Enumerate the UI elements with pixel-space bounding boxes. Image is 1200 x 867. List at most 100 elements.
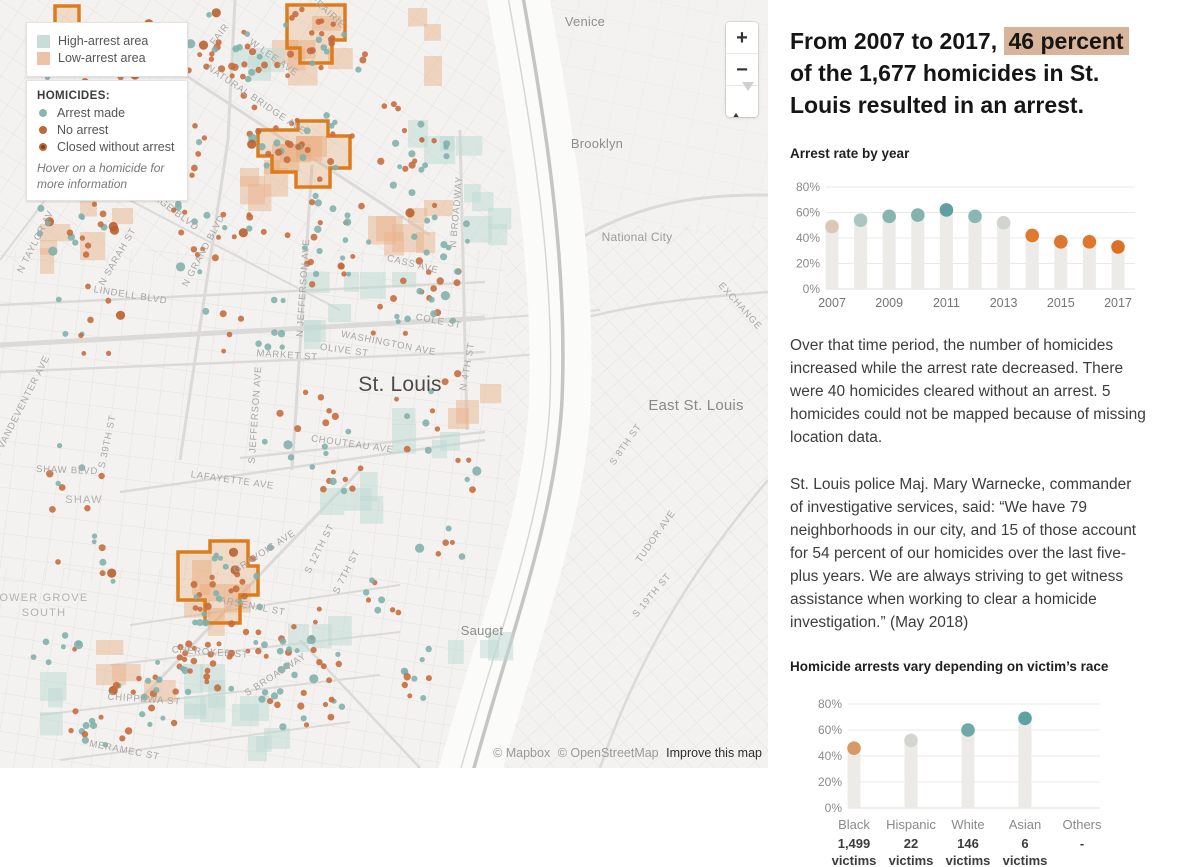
homicide-dot[interactable] (237, 599, 243, 605)
homicide-dot[interactable] (283, 662, 290, 670)
homicide-dot[interactable] (279, 344, 285, 350)
homicide-dot[interactable] (323, 112, 330, 119)
homicide-dot[interactable] (317, 394, 325, 401)
homicide-dot[interactable] (389, 607, 396, 613)
homicide-dot[interactable] (97, 221, 104, 228)
mapbox-link[interactable]: © Mapbox (493, 746, 551, 760)
homicide-dot[interactable] (344, 212, 351, 219)
homicide-dot[interactable] (306, 47, 314, 55)
homicide-dot[interactable] (340, 255, 346, 261)
homicide-dot[interactable] (322, 701, 329, 708)
homicide-dot[interactable] (215, 595, 223, 602)
homicide-dot[interactable] (46, 470, 54, 478)
homicide-dot[interactable] (270, 296, 278, 304)
homicide-dot[interactable] (240, 92, 248, 99)
homicide-dot[interactable] (213, 590, 220, 597)
homicide-dot[interactable] (255, 629, 262, 636)
homicide-dot[interactable] (323, 450, 329, 457)
homicide-dot[interactable] (265, 150, 272, 157)
highlighted-neighborhood[interactable] (285, 3, 347, 65)
homicide-dot[interactable] (432, 202, 438, 208)
homicide-dot[interactable] (321, 443, 328, 450)
homicide-dot[interactable] (244, 31, 251, 37)
data-point[interactable] (882, 209, 896, 224)
homicide-dot[interactable] (219, 310, 227, 318)
homicide-dot[interactable] (424, 217, 431, 224)
homicide-dot[interactable] (326, 677, 333, 684)
homicide-dot[interactable] (91, 533, 98, 539)
homicide-dot[interactable] (310, 646, 317, 654)
homicide-dot[interactable] (136, 675, 142, 682)
homicide-dot[interactable] (209, 574, 215, 580)
homicide-dot[interactable] (466, 457, 472, 463)
homicide-dot[interactable] (401, 127, 408, 134)
homicide-dot[interactable] (148, 704, 156, 712)
homicide-dot[interactable] (274, 148, 283, 156)
homicide-dot[interactable] (110, 578, 116, 584)
homicide-dot[interactable] (228, 547, 239, 557)
homicide-dot[interactable] (317, 176, 323, 182)
homicide-dot[interactable] (153, 687, 160, 694)
homicide-dot[interactable] (464, 476, 470, 483)
homicide-dot[interactable] (408, 150, 416, 158)
homicide-dot[interactable] (48, 246, 58, 256)
homicide-dot[interactable] (176, 262, 186, 272)
homicide-dot[interactable] (258, 143, 266, 151)
homicide-dot[interactable] (160, 715, 166, 721)
homicide-dot[interactable] (175, 200, 182, 208)
homicide-dot[interactable] (341, 271, 347, 277)
homicide-dot[interactable] (191, 164, 198, 172)
homicide-dot[interactable] (58, 484, 66, 491)
homicide-dot[interactable] (248, 48, 257, 56)
homicide-dot[interactable] (204, 679, 210, 685)
homicide-dot[interactable] (342, 237, 349, 243)
homicide-dot[interactable] (251, 104, 258, 111)
homicide-dot[interactable] (283, 440, 293, 450)
homicide-dot[interactable] (263, 653, 269, 659)
homicide-dot[interactable] (112, 681, 120, 690)
homicide-dot[interactable] (204, 602, 212, 611)
zoom-out-button[interactable]: − (726, 54, 758, 85)
homicide-dot[interactable] (314, 199, 322, 207)
homicide-dot[interactable] (81, 736, 89, 744)
homicide-dot[interactable] (240, 73, 246, 80)
homicide-dot[interactable] (329, 477, 337, 486)
homicide-dot[interactable] (76, 640, 82, 646)
homicide-dot[interactable] (316, 606, 322, 612)
homicide-dot[interactable] (320, 44, 328, 51)
homicide-dot[interactable] (274, 701, 281, 709)
homicide-dot[interactable] (211, 46, 218, 53)
homicide-dot[interactable] (295, 143, 302, 150)
homicide-dot[interactable] (320, 485, 327, 493)
homicide-dot[interactable] (411, 675, 418, 682)
homicide-dot[interactable] (241, 593, 248, 600)
homicide-dot[interactable] (241, 61, 248, 68)
homicide-dot[interactable] (284, 140, 291, 146)
homicide-dot[interactable] (192, 605, 199, 611)
homicide-dot[interactable] (85, 242, 92, 249)
homicide-dot[interactable] (454, 268, 461, 275)
homicide-dot[interactable] (403, 445, 411, 453)
homicide-dot[interactable] (228, 588, 234, 594)
homicide-dot[interactable] (287, 454, 295, 461)
homicide-dot[interactable] (294, 117, 300, 123)
homicide-dot[interactable] (204, 641, 211, 648)
improve-map-link[interactable]: Improve this map (666, 746, 762, 760)
homicide-dot[interactable] (443, 153, 450, 160)
homicide-dot[interactable] (313, 619, 318, 625)
homicide-dot[interactable] (184, 688, 192, 696)
homicide-dot[interactable] (408, 189, 416, 197)
homicide-dot[interactable] (195, 151, 202, 157)
homicide-dot[interactable] (190, 657, 198, 665)
homicide-dot[interactable] (253, 640, 259, 645)
homicide-dot[interactable] (412, 158, 418, 164)
homicide-dot[interactable] (37, 204, 45, 212)
homicide-dot[interactable] (247, 139, 257, 149)
homicide-dot[interactable] (78, 332, 84, 339)
homicide-dot[interactable] (284, 232, 291, 239)
homicide-dot[interactable] (440, 291, 450, 301)
homicide-dot[interactable] (400, 277, 407, 285)
homicide-dot[interactable] (416, 287, 424, 295)
homicide-dot[interactable] (425, 269, 432, 275)
homicide-dot[interactable] (155, 659, 161, 665)
